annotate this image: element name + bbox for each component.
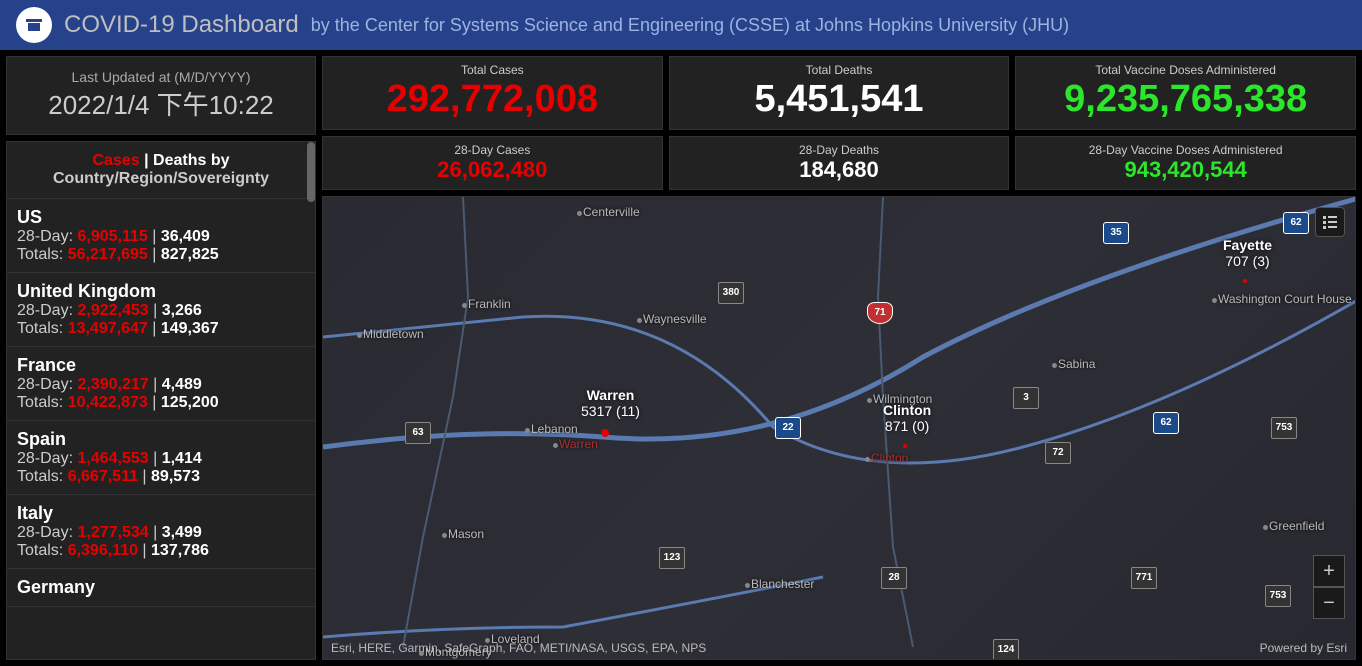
country-item[interactable]: France28-Day: 2,390,217 | 4,489Totals: 1…	[7, 347, 315, 421]
map-attribution: Esri, HERE, Garmin, SafeGraph, FAO, METI…	[331, 641, 706, 655]
city-dot	[745, 583, 750, 588]
highway-shield: 124	[993, 639, 1019, 660]
country-item[interactable]: Germany	[7, 569, 315, 607]
city-label: Clinton	[871, 451, 908, 465]
city-dot	[1263, 525, 1268, 530]
last-updated-panel: Last Updated at (M/D/YYYY) 2022/1/4 下午10…	[6, 56, 316, 135]
map-zoom-controls: + −	[1313, 555, 1345, 619]
highway-shield: 63	[405, 422, 431, 444]
zoom-out-button[interactable]: −	[1313, 587, 1345, 619]
highway-shield: 753	[1265, 585, 1291, 607]
county-dot[interactable]	[903, 444, 907, 448]
city-dot	[553, 443, 558, 448]
country-name: Italy	[17, 503, 305, 524]
map-panel[interactable]: Centerville Franklin Middletown Waynesville…	[322, 196, 1356, 660]
day-vaccines-value: 943,420,544	[1022, 157, 1349, 183]
list-header: Cases | Deaths by Country/Region/Soverei…	[7, 142, 315, 199]
country-name: Germany	[17, 577, 305, 598]
highway-shield: 28	[881, 567, 907, 589]
last-updated-label: Last Updated at (M/D/YYYY)	[15, 69, 307, 85]
country-name: Spain	[17, 429, 305, 450]
country-item[interactable]: United Kingdom28-Day: 2,922,453 | 3,266T…	[7, 273, 315, 347]
header-subtitle: by the Center for Systems Science and En…	[311, 15, 1069, 36]
highway-shield: 771	[1131, 567, 1157, 589]
city-dot	[865, 457, 870, 462]
county-label[interactable]: Fayette707 (3)	[1223, 237, 1272, 269]
day-vaccines-panel: 28-Day Vaccine Doses Administered 943,42…	[1015, 136, 1356, 190]
city-label: Greenfield	[1269, 519, 1324, 533]
highway-shield: 72	[1045, 442, 1071, 464]
zoom-in-button[interactable]: +	[1313, 555, 1345, 587]
city-dot	[1052, 363, 1057, 368]
city-label: Washington Court House	[1218, 292, 1352, 306]
day-deaths-panel: 28-Day Deaths 184,680	[669, 136, 1010, 190]
highway-shield: 753	[1271, 417, 1297, 439]
highway-shield: 71	[867, 302, 893, 324]
total-cases-value: 292,772,008	[329, 77, 656, 123]
city-label: Middletown	[363, 327, 424, 341]
highway-shield: 123	[659, 547, 685, 569]
day-cases-value: 26,062,480	[329, 157, 656, 183]
total-cases-panel: Total Cases 292,772,008	[322, 56, 663, 130]
city-dot	[442, 533, 447, 538]
highway-shield: 380	[718, 282, 744, 304]
country-item[interactable]: US28-Day: 6,905,115 | 36,409Totals: 56,2…	[7, 199, 315, 273]
city-dot	[462, 303, 467, 308]
highway-shield: 62	[1153, 412, 1179, 434]
county-label[interactable]: Warren5317 (11)	[581, 387, 640, 419]
highway-shield: 62	[1283, 212, 1309, 234]
city-label: Sabina	[1058, 357, 1095, 371]
last-updated-time: 2022/1/4 下午10:22	[15, 85, 307, 122]
country-name: US	[17, 207, 305, 228]
county-dot[interactable]	[1243, 279, 1247, 283]
city-label: Centerville	[583, 205, 640, 219]
city-dot	[1212, 298, 1217, 303]
total-vaccines-value: 9,235,765,338	[1022, 77, 1349, 123]
city-dot	[577, 211, 582, 216]
city-dot	[637, 318, 642, 323]
city-label: Blanchester	[751, 577, 814, 591]
city-label: Mason	[448, 527, 484, 541]
country-list-panel: Cases | Deaths by Country/Region/Soverei…	[6, 141, 316, 660]
map-powered-by: Powered by Esri	[1260, 641, 1347, 655]
total-deaths-panel: Total Deaths 5,451,541	[669, 56, 1010, 130]
map-roads	[323, 197, 1355, 659]
city-label: Lebanon	[531, 422, 578, 436]
scrollbar[interactable]	[307, 142, 315, 202]
highway-shield: 22	[775, 417, 801, 439]
city-label: Waynesville	[643, 312, 707, 326]
city-label: Warren	[559, 437, 598, 451]
country-name: United Kingdom	[17, 281, 305, 302]
jhu-logo	[16, 7, 52, 43]
city-label: Franklin	[468, 297, 511, 311]
country-item[interactable]: Italy28-Day: 1,277,534 | 3,499Totals: 6,…	[7, 495, 315, 569]
country-item[interactable]: Spain28-Day: 1,464,553 | 1,414Totals: 6,…	[7, 421, 315, 495]
city-dot	[357, 333, 362, 338]
county-dot[interactable]	[601, 429, 609, 437]
total-deaths-value: 5,451,541	[676, 77, 1003, 123]
header-title: COVID-19 Dashboard	[64, 11, 299, 39]
highway-shield: 35	[1103, 222, 1129, 244]
day-deaths-value: 184,680	[676, 157, 1003, 183]
highway-shield: 3	[1013, 387, 1039, 409]
day-cases-panel: 28-Day Cases 26,062,480	[322, 136, 663, 190]
city-dot	[525, 428, 530, 433]
header: COVID-19 Dashboard by the Center for Sys…	[0, 0, 1362, 50]
total-vaccines-panel: Total Vaccine Doses Administered 9,235,7…	[1015, 56, 1356, 130]
county-label[interactable]: Clinton871 (0)	[883, 402, 931, 434]
map-legend-button[interactable]	[1315, 207, 1345, 237]
city-dot	[867, 398, 872, 403]
country-name: France	[17, 355, 305, 376]
